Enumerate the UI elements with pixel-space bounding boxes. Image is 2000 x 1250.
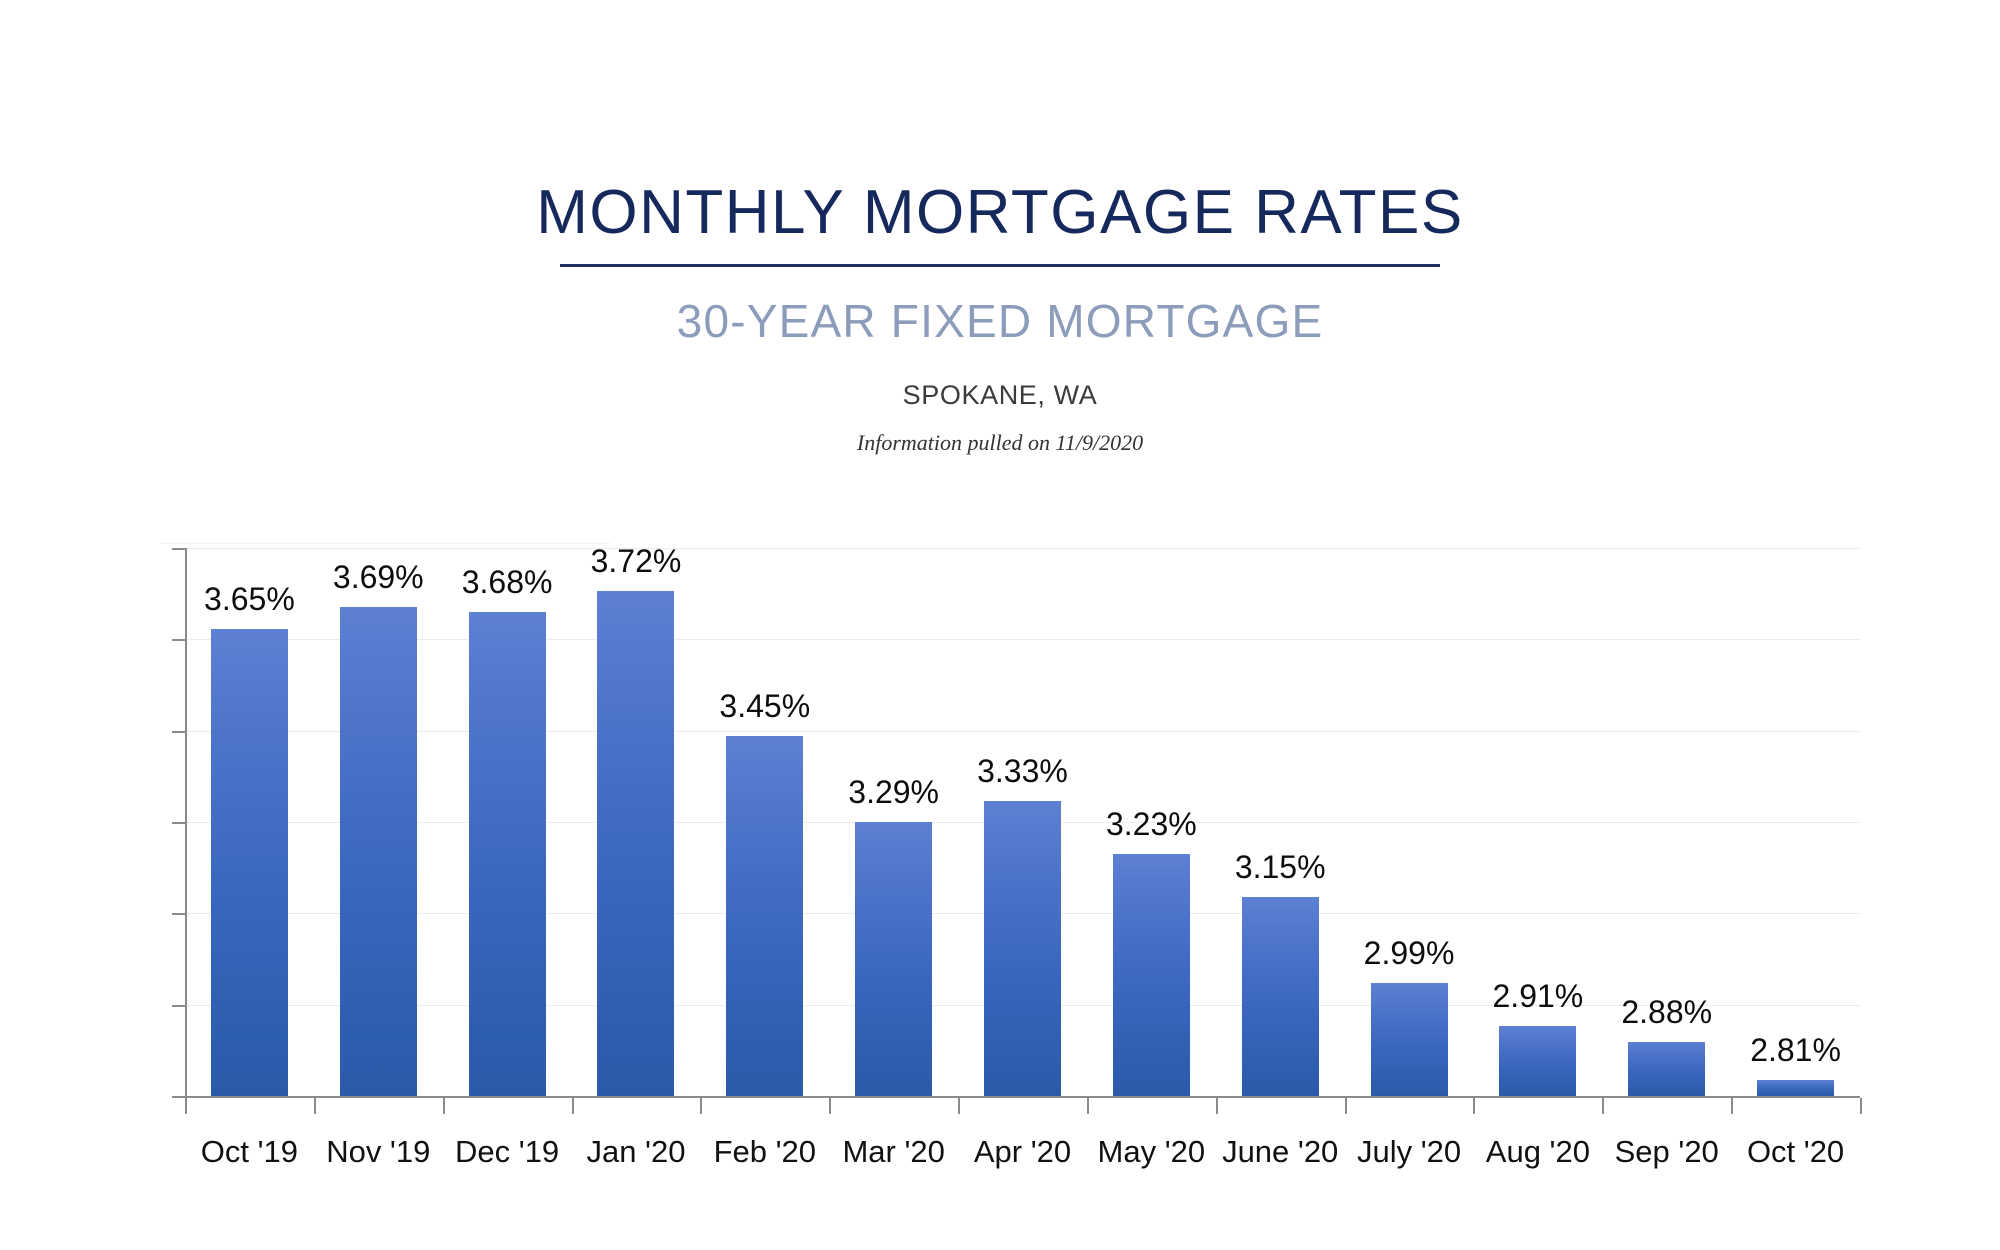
bar-value-label: 3.45% <box>719 688 811 724</box>
y-axis-line <box>185 548 187 1097</box>
bar-value-label: 3.69% <box>332 559 424 595</box>
x-axis-tick <box>1602 1098 1604 1114</box>
x-axis-tick <box>185 1098 187 1114</box>
bar[interactable] <box>1371 983 1448 1096</box>
bar[interactable] <box>211 629 288 1096</box>
x-axis-tick <box>829 1098 831 1114</box>
bar[interactable] <box>469 612 546 1096</box>
bar[interactable] <box>340 607 417 1096</box>
chart-top-rule <box>160 543 610 544</box>
bar[interactable] <box>1757 1080 1834 1096</box>
x-axis-label: July '20 <box>1356 1134 1462 1169</box>
gridline <box>185 731 1860 732</box>
y-axis-tick <box>172 1096 186 1098</box>
bar-value-label: 2.99% <box>1363 935 1455 971</box>
page-title: MONTHLY MORTGAGE RATES <box>536 178 1464 247</box>
y-axis-tick <box>172 548 186 550</box>
x-axis-label: Oct '19 <box>200 1134 299 1169</box>
bar-value-label: 3.29% <box>848 774 939 810</box>
plot-area <box>185 548 1860 1097</box>
x-axis-label: May '20 <box>1097 1134 1206 1169</box>
x-axis-tick <box>1731 1098 1733 1114</box>
gridline <box>185 639 1860 640</box>
x-axis-label: Nov '19 <box>326 1134 431 1169</box>
title-underline-rule <box>560 264 1440 267</box>
bar[interactable] <box>1628 1042 1705 1096</box>
x-axis-tick <box>1860 1098 1862 1114</box>
x-axis-tick <box>1345 1098 1347 1114</box>
bar-value-label: 3.15% <box>1234 849 1326 885</box>
y-axis-tick <box>172 822 186 824</box>
bar[interactable] <box>984 801 1061 1096</box>
bar-value-label: 3.68% <box>461 564 553 600</box>
location-label: SPOKANE, WA <box>902 380 1098 410</box>
y-axis-tick <box>172 639 186 641</box>
bar[interactable] <box>1242 897 1319 1096</box>
bar-value-label: 3.72% <box>590 543 682 579</box>
y-axis-tick <box>172 913 186 915</box>
y-axis-tick <box>172 1005 186 1007</box>
bar[interactable] <box>726 736 803 1096</box>
x-axis-label: Mar '20 <box>842 1134 945 1169</box>
x-axis-line <box>185 1096 1860 1098</box>
x-axis-label: Oct '20 <box>1746 1134 1845 1169</box>
bar[interactable] <box>855 822 932 1096</box>
x-axis-label: Feb '20 <box>713 1134 817 1169</box>
x-axis-tick <box>1087 1098 1089 1114</box>
x-axis-tick <box>572 1098 574 1114</box>
bar-value-label: 2.91% <box>1492 978 1584 1014</box>
x-axis-tick <box>700 1098 702 1114</box>
x-axis-label: Jan '20 <box>586 1134 686 1169</box>
bar-value-label: 3.23% <box>1105 806 1197 842</box>
bar-value-label: 2.81% <box>1750 1032 1841 1068</box>
bar-chart: 3.65% 3.69% 3.68% 3.72% 3.45% 3.29% 3.33% 3.23%… <box>160 543 1862 1126</box>
x-axis-tick <box>1473 1098 1475 1114</box>
bar[interactable] <box>597 591 674 1096</box>
x-axis-tick <box>958 1098 960 1114</box>
x-axis-tick <box>1216 1098 1218 1114</box>
y-axis-tick <box>172 731 186 733</box>
gridline <box>185 548 1860 549</box>
page-subtitle: 30-YEAR FIXED MORTGAGE <box>676 295 1324 347</box>
x-axis-label: Dec '19 <box>455 1134 560 1169</box>
bar[interactable] <box>1499 1026 1576 1096</box>
data-pulled-date: Information pulled on 11/9/2020 <box>856 430 1144 455</box>
x-axis-label: Apr '20 <box>973 1134 1072 1169</box>
bar-value-label: 2.88% <box>1621 994 1713 1030</box>
x-axis-tick <box>443 1098 445 1114</box>
x-axis-label: June '20 <box>1222 1134 1339 1169</box>
x-axis-tick <box>314 1098 316 1114</box>
x-axis-label: Aug '20 <box>1485 1134 1590 1169</box>
bar-value-label: 3.33% <box>977 753 1068 789</box>
bar[interactable] <box>1113 854 1190 1096</box>
bar-value-label: 3.65% <box>204 581 295 617</box>
x-axis-label: Sep '20 <box>1614 1134 1719 1169</box>
